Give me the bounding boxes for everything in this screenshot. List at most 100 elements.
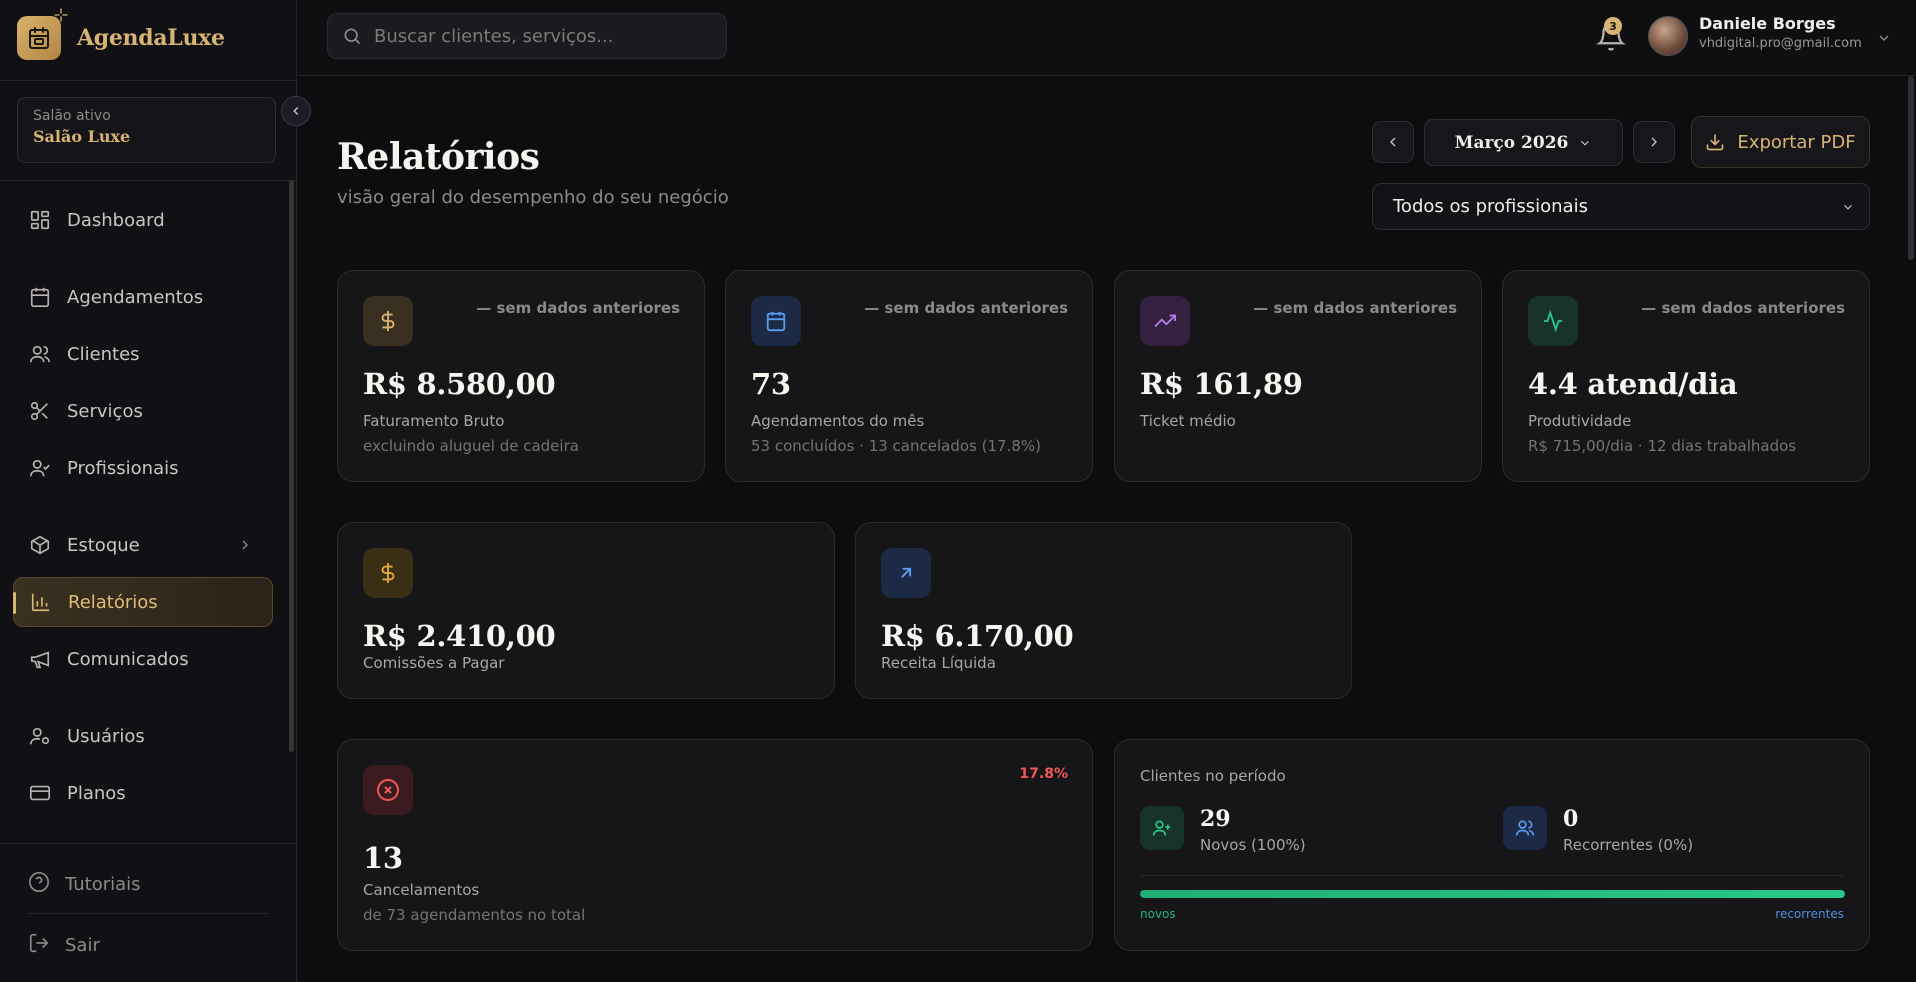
sidebar-item-planos[interactable]: Planos bbox=[13, 768, 273, 818]
kpi-sub: R$ 715,00/dia · 12 dias trabalhados bbox=[1528, 437, 1797, 455]
divider bbox=[0, 180, 297, 181]
kpi-card-comissoes: R$ 2.410,00 Comissões a Pagar bbox=[337, 522, 835, 699]
search-input[interactable] bbox=[374, 25, 714, 47]
sidebar-item-label: Serviços bbox=[67, 400, 143, 422]
trend-text: — sem dados anteriores bbox=[1641, 299, 1845, 317]
app-name: AgendaLuxe bbox=[77, 25, 225, 51]
sidebar-item-label: Planos bbox=[67, 782, 126, 804]
user-plus-icon bbox=[1140, 806, 1184, 850]
kpi-value: 13 bbox=[363, 841, 403, 875]
sidebar-item-clientes[interactable]: Clientes bbox=[13, 329, 273, 379]
sidebar-item-comunicados[interactable]: Comunicados bbox=[13, 634, 273, 684]
next-month-button[interactable] bbox=[1633, 121, 1675, 163]
sidebar-item-label: Sair bbox=[65, 934, 100, 956]
chevron-left-icon bbox=[1390, 137, 1396, 147]
download-icon bbox=[1707, 134, 1724, 151]
page-subtitle: visão geral do desempenho do seu negócio bbox=[337, 187, 729, 208]
chevron-down-icon bbox=[1844, 204, 1852, 210]
sidebar-item-profissionais[interactable]: Profissionais bbox=[13, 443, 273, 493]
dollar-icon bbox=[363, 548, 413, 598]
chevron-down-icon bbox=[1581, 140, 1590, 146]
bar-right-label: recorrentes bbox=[1775, 907, 1844, 921]
sidebar-scrollbar[interactable] bbox=[289, 180, 294, 752]
cancel-card: 17.8% 13 Cancelamentos de 73 agendamento… bbox=[337, 739, 1093, 951]
kpi-card-faturamento: — sem dados anteriores R$ 8.580,00 Fatur… bbox=[337, 270, 705, 482]
main-scrollbar[interactable] bbox=[1908, 76, 1914, 260]
month-selector[interactable]: Março 2026 bbox=[1424, 119, 1623, 166]
export-pdf-button[interactable]: Exportar PDF bbox=[1691, 116, 1870, 168]
sidebar-item-relatorios[interactable]: Relatórios bbox=[13, 577, 273, 627]
trend-text: — sem dados anteriores bbox=[1253, 299, 1457, 317]
notification-badge: 3 bbox=[1604, 17, 1622, 35]
scissors-icon bbox=[28, 399, 52, 423]
divider bbox=[0, 80, 297, 81]
professional-select[interactable]: Todos os profissionais bbox=[1372, 183, 1870, 230]
sidebar-item-dashboard[interactable]: Dashboard bbox=[13, 195, 273, 245]
professional-select-value: Todos os profissionais bbox=[1393, 196, 1588, 217]
kpi-label: Cancelamentos bbox=[363, 881, 480, 899]
clients-title: Clientes no período bbox=[1140, 767, 1286, 785]
calendar-logo-icon bbox=[17, 8, 68, 60]
kpi-sub: de 73 agendamentos no total bbox=[363, 906, 586, 924]
kpi-sub: excluindo aluguel de cadeira bbox=[363, 437, 579, 455]
user-cog-icon bbox=[28, 724, 52, 748]
activity-icon bbox=[1528, 296, 1578, 346]
prev-month-button[interactable] bbox=[1372, 121, 1414, 163]
package-icon bbox=[28, 533, 52, 557]
recurring-clients-label: Recorrentes (0%) bbox=[1563, 836, 1694, 854]
page-title: Relatórios bbox=[337, 136, 540, 178]
divider bbox=[0, 843, 297, 844]
new-clients-label: Novos (100%) bbox=[1200, 836, 1306, 854]
sidebar-item-usuarios[interactable]: Usuários bbox=[13, 711, 273, 761]
sidebar-item-estoque[interactable]: Estoque bbox=[13, 520, 273, 570]
clients-ratio-bar bbox=[1140, 890, 1845, 898]
sidebar-item-label: Estoque bbox=[67, 534, 140, 556]
calendar-icon bbox=[751, 296, 801, 346]
kpi-card-receita: R$ 6.170,00 Receita Líquida bbox=[855, 522, 1352, 699]
bar-chart-icon bbox=[29, 590, 53, 614]
sidebar-item-label: Clientes bbox=[67, 343, 140, 365]
sidebar-item-label: Profissionais bbox=[67, 457, 179, 479]
avatar[interactable] bbox=[1648, 16, 1688, 56]
search-icon bbox=[344, 28, 361, 45]
clients-card: Clientes no período 29 Novos (100%) 0 Re… bbox=[1114, 739, 1870, 951]
kpi-value: 73 bbox=[751, 367, 791, 401]
sparkle-icon bbox=[54, 8, 68, 22]
user-name: Daniele Borges bbox=[1699, 14, 1836, 33]
calendar-icon bbox=[28, 285, 52, 309]
users-icon bbox=[28, 342, 52, 366]
kpi-label: Ticket médio bbox=[1140, 412, 1236, 430]
kpi-card-agendamentos: — sem dados anteriores 73 Agendamentos d… bbox=[725, 270, 1093, 482]
kpi-value: R$ 161,89 bbox=[1140, 367, 1303, 401]
sidebar-item-label: Tutoriais bbox=[65, 873, 141, 895]
kpi-sub: 53 concluídos · 13 cancelados (17.8%) bbox=[751, 437, 1041, 455]
logout-button[interactable]: Sair bbox=[13, 923, 273, 967]
search-box[interactable] bbox=[327, 13, 727, 59]
collapse-sidebar-button[interactable] bbox=[281, 96, 311, 126]
salon-label: Salão ativo bbox=[33, 108, 111, 124]
chevron-right-icon bbox=[242, 540, 248, 550]
chevron-down-icon[interactable] bbox=[1876, 30, 1892, 46]
chevron-left-icon bbox=[293, 106, 299, 116]
divider bbox=[1140, 875, 1845, 876]
kpi-value: R$ 6.170,00 bbox=[881, 619, 1074, 653]
active-salon-card[interactable]: Salão ativo Salão Luxe bbox=[17, 97, 276, 163]
kpi-label: Produtividade bbox=[1528, 412, 1632, 430]
brand[interactable]: AgendaLuxe bbox=[17, 8, 225, 60]
trend-text: — sem dados anteriores bbox=[476, 299, 680, 317]
chevron-right-icon bbox=[1651, 137, 1657, 147]
sidebar-item-tutoriais[interactable]: Tutoriais bbox=[13, 862, 273, 906]
cancel-percentage: 17.8% bbox=[1019, 766, 1068, 782]
salon-name: Salão Luxe bbox=[33, 127, 131, 146]
sidebar-item-label: Usuários bbox=[67, 725, 145, 747]
user-check-icon bbox=[28, 456, 52, 480]
user-email: vhdigital.pro@gmail.com bbox=[1699, 36, 1862, 51]
divider bbox=[28, 913, 268, 914]
kpi-label: Receita Líquida bbox=[881, 654, 996, 672]
credit-card-icon bbox=[28, 781, 52, 805]
logout-icon bbox=[28, 932, 50, 958]
sidebar-item-servicos[interactable]: Serviços bbox=[13, 386, 273, 436]
megaphone-icon bbox=[28, 647, 52, 671]
sidebar-item-label: Relatórios bbox=[68, 591, 158, 613]
sidebar-item-agendamentos[interactable]: Agendamentos bbox=[13, 272, 273, 322]
